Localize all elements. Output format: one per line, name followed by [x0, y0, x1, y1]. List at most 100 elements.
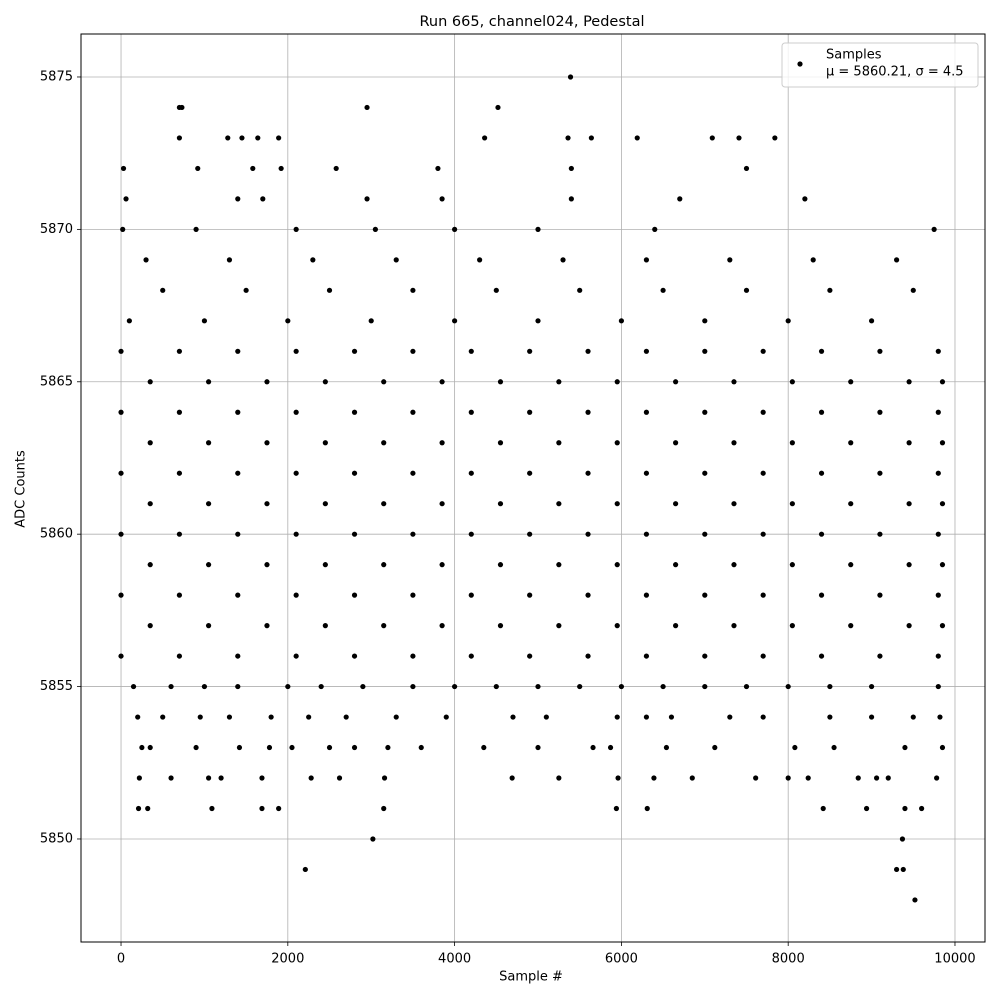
point — [535, 683, 541, 690]
point — [939, 501, 946, 507]
x-tick-label: 4000 — [438, 952, 471, 967]
point — [668, 714, 675, 720]
point — [276, 805, 282, 812]
point — [322, 440, 328, 446]
point — [902, 744, 908, 751]
point — [497, 379, 504, 385]
point — [772, 135, 778, 141]
point — [435, 165, 441, 172]
point — [760, 348, 766, 354]
x-tick-label: 8000 — [772, 952, 805, 967]
point — [935, 592, 941, 598]
point — [293, 470, 299, 476]
point — [452, 683, 458, 690]
point — [285, 318, 291, 324]
point — [278, 165, 284, 172]
point — [848, 623, 854, 629]
point — [497, 562, 504, 568]
point — [393, 714, 399, 720]
point — [293, 348, 299, 354]
point — [372, 226, 378, 232]
point — [560, 257, 566, 263]
point — [351, 653, 358, 659]
point — [863, 805, 870, 812]
point — [614, 623, 620, 629]
point — [590, 744, 596, 751]
point — [712, 744, 718, 751]
point — [702, 531, 708, 537]
point — [482, 135, 488, 141]
point — [760, 592, 766, 598]
point — [743, 165, 750, 172]
point — [385, 744, 391, 751]
point — [643, 592, 650, 598]
point — [225, 135, 231, 141]
point — [381, 623, 387, 629]
point — [906, 623, 912, 629]
point — [147, 501, 153, 507]
point — [176, 592, 183, 598]
point — [381, 440, 387, 446]
point — [293, 226, 299, 232]
point — [193, 226, 199, 232]
point — [322, 623, 328, 629]
point — [615, 775, 621, 781]
point — [885, 775, 891, 781]
point — [381, 775, 388, 781]
point — [556, 562, 562, 568]
point — [259, 805, 265, 812]
point — [497, 440, 504, 446]
point — [614, 562, 620, 568]
point — [201, 683, 208, 690]
point — [568, 196, 574, 202]
point — [145, 805, 151, 812]
point — [910, 287, 916, 293]
point — [235, 196, 241, 202]
point — [351, 744, 358, 751]
point — [351, 592, 358, 598]
point — [205, 379, 212, 385]
point — [760, 409, 766, 415]
point — [509, 775, 515, 781]
point — [364, 196, 370, 202]
point — [226, 714, 233, 720]
point — [760, 470, 766, 476]
point — [147, 379, 153, 385]
point — [136, 775, 142, 781]
point — [673, 562, 679, 568]
point — [614, 501, 620, 507]
point — [848, 562, 854, 568]
point — [868, 318, 875, 324]
y-tick-label: 5850 — [40, 831, 73, 846]
y-tick-label: 5860 — [40, 527, 73, 542]
point — [120, 165, 127, 172]
point — [439, 196, 445, 202]
point — [644, 805, 650, 812]
point — [308, 775, 314, 781]
point — [543, 714, 549, 720]
point — [934, 775, 940, 781]
point — [239, 135, 245, 141]
point — [176, 470, 183, 476]
point — [176, 653, 183, 659]
point — [193, 744, 199, 751]
point — [709, 135, 715, 141]
point — [439, 379, 445, 385]
point — [205, 440, 212, 446]
point — [205, 623, 212, 629]
point — [663, 744, 670, 751]
point — [614, 440, 620, 446]
point — [727, 714, 733, 720]
point — [614, 714, 620, 720]
point — [935, 409, 941, 415]
point — [439, 623, 445, 629]
point — [831, 744, 837, 751]
point — [351, 470, 358, 476]
point — [135, 714, 141, 720]
point — [322, 501, 328, 507]
point — [618, 683, 624, 690]
point — [176, 135, 183, 141]
point — [176, 348, 183, 354]
point — [877, 531, 883, 537]
point — [226, 257, 233, 263]
